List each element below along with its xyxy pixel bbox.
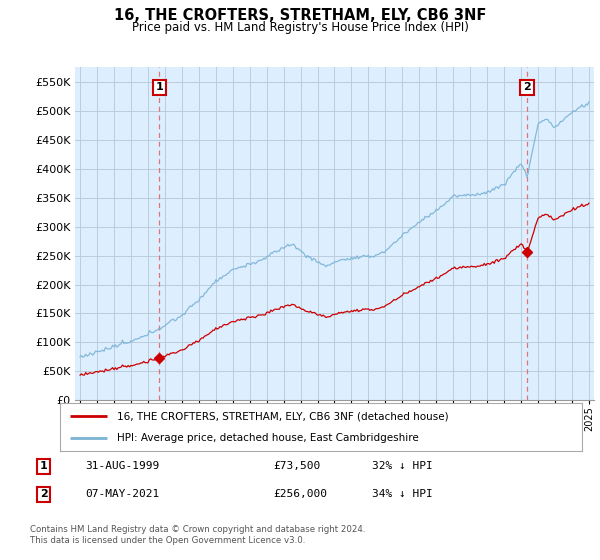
Text: 32% ↓ HPI: 32% ↓ HPI	[372, 461, 433, 472]
Text: 34% ↓ HPI: 34% ↓ HPI	[372, 489, 433, 500]
Text: Price paid vs. HM Land Registry's House Price Index (HPI): Price paid vs. HM Land Registry's House …	[131, 21, 469, 34]
Text: 1: 1	[40, 461, 47, 472]
Text: Contains HM Land Registry data © Crown copyright and database right 2024.: Contains HM Land Registry data © Crown c…	[30, 525, 365, 534]
Text: 1: 1	[155, 82, 163, 92]
Text: £256,000: £256,000	[273, 489, 327, 500]
Text: 2: 2	[40, 489, 47, 500]
Text: This data is licensed under the Open Government Licence v3.0.: This data is licensed under the Open Gov…	[30, 536, 305, 545]
Text: HPI: Average price, detached house, East Cambridgeshire: HPI: Average price, detached house, East…	[118, 433, 419, 443]
Text: 16, THE CROFTERS, STRETHAM, ELY, CB6 3NF (detached house): 16, THE CROFTERS, STRETHAM, ELY, CB6 3NF…	[118, 411, 449, 421]
Text: 2: 2	[523, 82, 531, 92]
Text: 07-MAY-2021: 07-MAY-2021	[85, 489, 160, 500]
Text: 31-AUG-1999: 31-AUG-1999	[85, 461, 160, 472]
Text: £73,500: £73,500	[273, 461, 320, 472]
Text: 16, THE CROFTERS, STRETHAM, ELY, CB6 3NF: 16, THE CROFTERS, STRETHAM, ELY, CB6 3NF	[114, 8, 486, 24]
